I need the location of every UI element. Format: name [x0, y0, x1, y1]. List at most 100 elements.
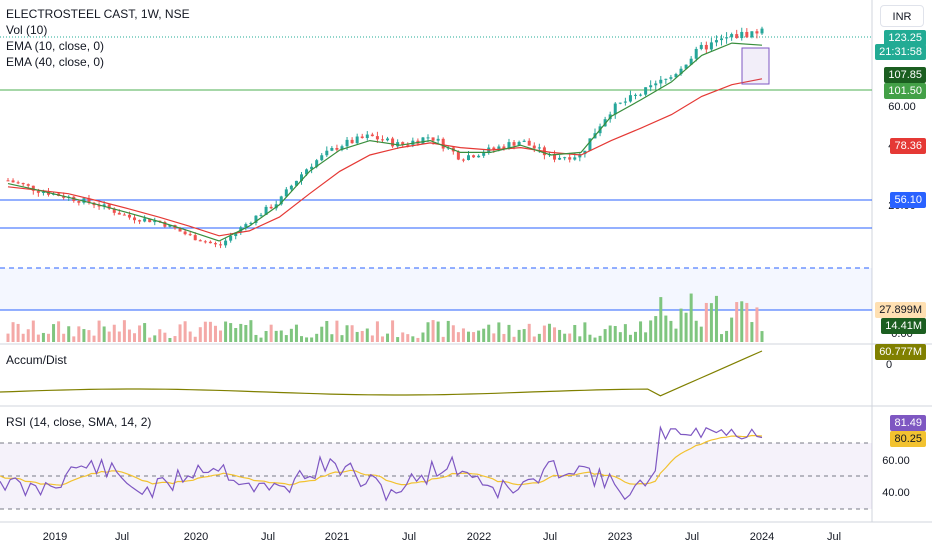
candle-body [644, 87, 648, 95]
candle-body [512, 142, 516, 146]
candle-body [82, 198, 86, 203]
volume-bar [46, 333, 50, 342]
volume-bar [355, 331, 359, 342]
volume-bar [158, 329, 162, 342]
ema10-indicator-label[interactable]: EMA (10, close, 0) [6, 39, 105, 53]
candle-body [709, 42, 713, 50]
volume-bar [254, 334, 258, 342]
currency-button[interactable]: INR [880, 5, 924, 27]
candle-body [649, 85, 653, 88]
candle-body [386, 138, 390, 141]
candle-body [350, 139, 354, 144]
volume-bar [82, 329, 86, 342]
candle-body [659, 79, 663, 84]
candle-body [760, 28, 764, 34]
candle-body [578, 154, 582, 158]
volume-bar [133, 333, 137, 342]
candle-body [613, 103, 617, 115]
candle-body [522, 140, 526, 142]
countdown-label: 21:31:58 [875, 44, 926, 60]
volume-bar [224, 321, 228, 342]
volume-bar [436, 321, 440, 342]
volume-bar [492, 333, 496, 342]
price-axis-tick: 60.00 [888, 101, 916, 113]
volume-bar [714, 295, 718, 342]
volume-bar [406, 334, 410, 342]
candle-body [740, 31, 744, 39]
volume-bar [279, 330, 283, 342]
time-axis-label: Jul [402, 531, 416, 543]
candle-body [77, 200, 81, 203]
volume-label: 14.41M [881, 318, 926, 334]
accum-dist-label[interactable]: Accum/Dist [6, 353, 67, 367]
candle-body [633, 94, 637, 96]
vol-indicator-label[interactable]: Vol (10) [6, 23, 48, 37]
volume-bar [345, 325, 349, 342]
candle-body [300, 174, 304, 181]
candle-body [365, 134, 369, 139]
candle-body [532, 145, 536, 149]
candle-body [669, 77, 673, 79]
candle-body [492, 147, 496, 150]
time-axis-label: 2019 [43, 531, 67, 543]
volume-bar [532, 336, 536, 342]
candle-body [689, 58, 693, 65]
ema40-price-label: 78.36 [890, 138, 926, 154]
candle-body [6, 180, 10, 182]
vol-ma-label: 27.899M [875, 302, 926, 318]
candle-body [674, 74, 678, 78]
volume-bar [325, 320, 329, 342]
candle-body [664, 78, 668, 80]
accum-dist-line [0, 350, 763, 397]
time-axis-label: Jul [115, 531, 129, 543]
ema40-indicator-label[interactable]: EMA (40, close, 0) [6, 55, 105, 69]
candle-body [264, 206, 268, 215]
volume-bar [244, 325, 248, 342]
volume-bar [77, 326, 81, 342]
candle-body [224, 240, 228, 246]
candle-body [502, 146, 506, 149]
volume-bar [446, 320, 450, 342]
candle-body [507, 142, 511, 149]
volume-bar [203, 321, 207, 342]
volume-bar [487, 324, 491, 342]
volume-bar [310, 337, 314, 342]
candle-body [112, 208, 116, 213]
candle-body [527, 140, 531, 146]
volume-bar [735, 302, 739, 342]
volume-bar [249, 320, 253, 342]
candle-body [183, 231, 187, 235]
candle-body [482, 153, 486, 156]
candle-body [583, 150, 587, 155]
volume-bar [497, 322, 501, 342]
volume-bar [107, 331, 111, 342]
candle-body [117, 212, 121, 215]
candle-body [193, 235, 197, 241]
candle-body [21, 182, 25, 185]
range-shade [0, 268, 872, 310]
candle-body [294, 180, 298, 186]
candle-body [553, 154, 557, 160]
volume-bar [456, 332, 460, 342]
candle-body [497, 146, 501, 150]
candle-body [380, 139, 384, 141]
candle-body [654, 83, 658, 86]
volume-bar [517, 329, 521, 342]
candle-body [31, 185, 35, 191]
volume-bar [122, 320, 126, 342]
volume-bar [198, 327, 202, 342]
volume-bar [674, 328, 678, 342]
volume-bar [461, 328, 465, 342]
volume-bar [183, 321, 187, 342]
candle-body [623, 101, 627, 103]
candle-body [62, 195, 66, 198]
rsi-label[interactable]: RSI (14, close, SMA, 14, 2) [6, 415, 152, 429]
volume-bar [92, 335, 96, 342]
ema40-line [7, 78, 763, 237]
volume-bar [704, 302, 708, 342]
volume-bar [62, 333, 66, 342]
candle-body [755, 31, 759, 34]
volume-bar [229, 323, 233, 342]
